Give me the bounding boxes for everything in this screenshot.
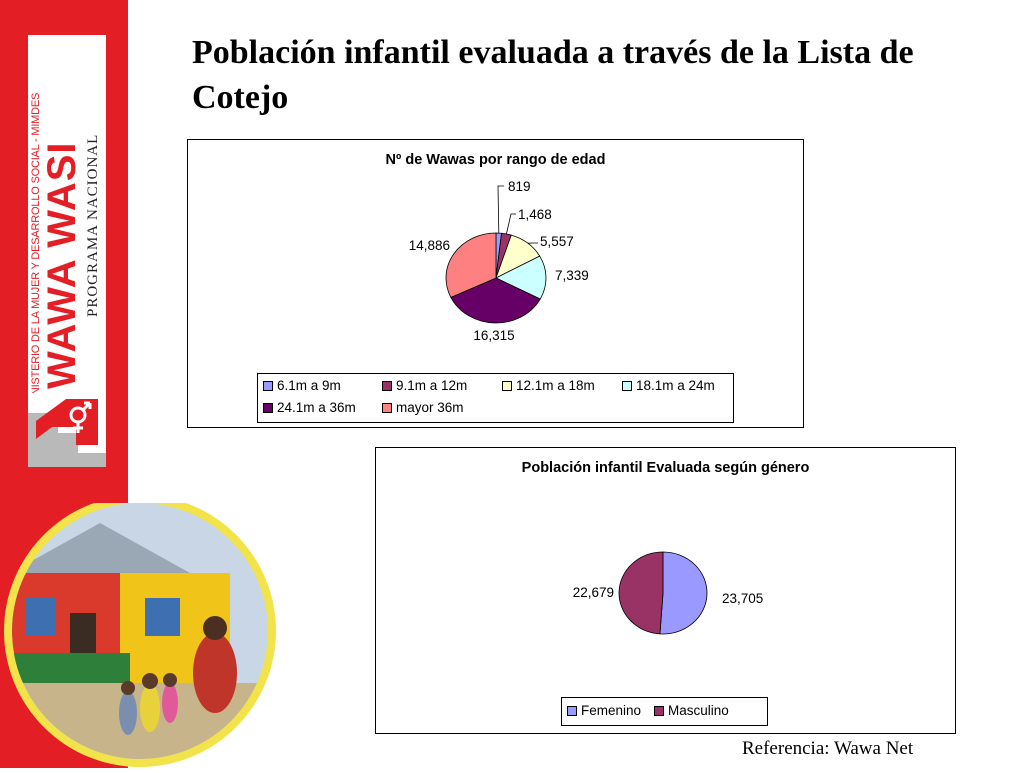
wawa-wasi-logo: MINISTERIO DE LA MUJER Y DESARROLLO SOCI… xyxy=(28,35,106,467)
logo-name-text: WAWA WASI xyxy=(40,141,84,389)
age-data-label: 819 xyxy=(508,179,531,194)
gender-emblem-icon xyxy=(28,393,106,467)
gender-legend-item: Femenino xyxy=(567,703,641,718)
age-leader-line xyxy=(498,186,504,233)
age-data-label: 1,468 xyxy=(518,207,552,222)
age-legend-swatch xyxy=(502,381,512,391)
gender-data-label: 23,705 xyxy=(722,591,763,606)
photo-wawa-wasi-building xyxy=(0,503,285,768)
age-leader-line xyxy=(506,214,516,234)
logo-program-text: PROGRAMA NACIONAL xyxy=(85,134,102,317)
age-chart-legend: 6.1m a 9m 9.1m a 12m 12.1m a 18m 18.1m a 24… xyxy=(257,373,734,423)
age-legend-label: 24.1m a 36m xyxy=(277,400,356,415)
gender-chart-legend: Femenino Masculino xyxy=(561,697,768,726)
age-data-label: 16,315 xyxy=(473,328,514,343)
gender-legend-item: Masculino xyxy=(654,703,729,718)
age-legend-item: 6.1m a 9m xyxy=(263,378,341,393)
age-data-label: 7,339 xyxy=(555,268,589,283)
gender-legend-swatch xyxy=(654,706,664,716)
age-legend-label: 9.1m a 12m xyxy=(396,378,467,393)
age-legend-swatch xyxy=(382,403,392,413)
age-legend-item: 12.1m a 18m xyxy=(502,378,595,393)
age-legend-label: 18.1m a 24m xyxy=(636,378,715,393)
age-legend-item: 24.1m a 36m xyxy=(263,400,356,415)
gender-data-label: 22,679 xyxy=(573,585,614,600)
age-legend-swatch xyxy=(263,381,273,391)
age-legend-swatch xyxy=(382,381,392,391)
age-pie-chart: 819 1,468 5,557 7,339 16,315 14,886 xyxy=(188,140,803,370)
age-legend-label: 12.1m a 18m xyxy=(516,378,595,393)
age-legend-swatch xyxy=(263,403,273,413)
gender-legend-label: Femenino xyxy=(581,703,641,718)
age-legend-item: mayor 36m xyxy=(382,400,464,415)
reference-note: Referencia: Wawa Net xyxy=(742,738,913,760)
photo-illustration xyxy=(0,503,285,768)
slide-title: Población infantil evaluada a través de … xyxy=(192,30,952,120)
age-legend-swatch xyxy=(622,381,632,391)
gender-legend-label: Masculino xyxy=(668,703,729,718)
age-legend-label: mayor 36m xyxy=(396,400,464,415)
gender-pie-chart: 23,705 22,679 xyxy=(376,448,955,693)
age-legend-item: 18.1m a 24m xyxy=(622,378,715,393)
gender-chart-panel: Población infantil Evaluada según género… xyxy=(375,447,956,734)
age-data-label: 14,886 xyxy=(409,238,450,253)
gender-slice xyxy=(619,552,663,634)
age-legend-label: 6.1m a 9m xyxy=(277,378,341,393)
age-legend-item: 9.1m a 12m xyxy=(382,378,467,393)
gender-legend-swatch xyxy=(567,706,577,716)
gender-slice xyxy=(660,552,707,634)
age-data-label: 5,557 xyxy=(540,234,574,249)
